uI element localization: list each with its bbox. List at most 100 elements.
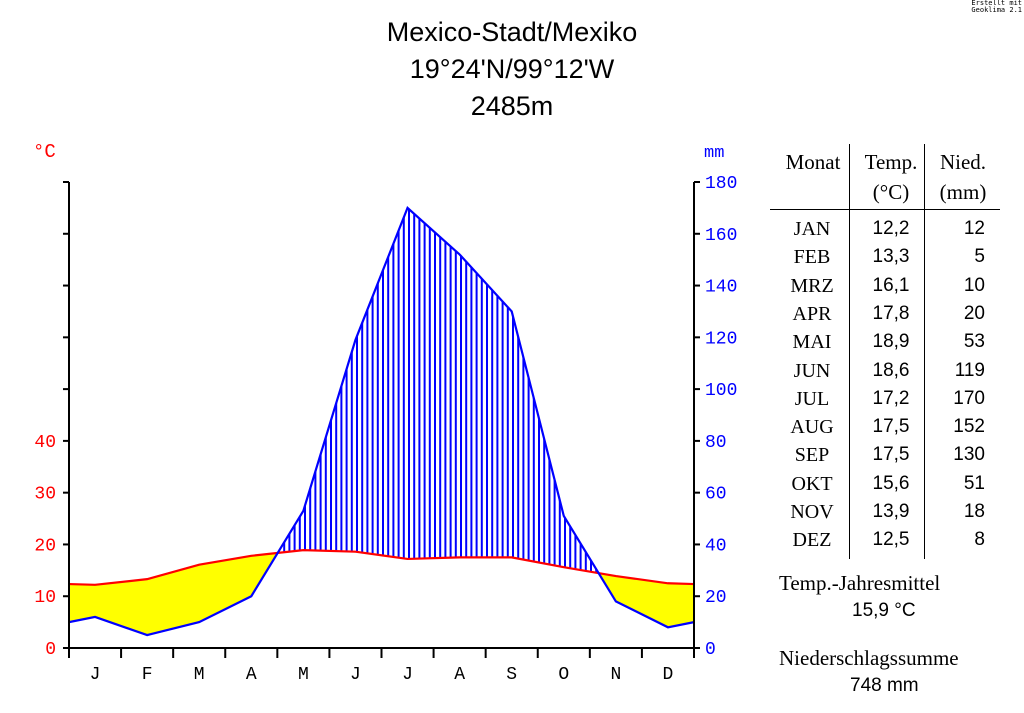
precip-cell: 170: [953, 387, 985, 409]
credit-note: Erstellt mit Geoklima 2.1: [942, 0, 1022, 14]
table-row: AUG 17,5 152: [770, 416, 1010, 444]
header-precip-unit: (mm): [939, 180, 987, 204]
x-tick-label: S: [506, 665, 517, 685]
right-tick-label: 100: [705, 381, 737, 401]
x-tick-label: J: [90, 665, 101, 685]
month-cell: JAN: [793, 218, 831, 240]
table-row: OKT 15,6 51: [770, 473, 1010, 501]
month-cell: AUG: [790, 416, 834, 439]
left-axis-unit: °C: [33, 141, 56, 163]
credit-line: Erstellt mit: [971, 0, 1022, 7]
x-tick-label: M: [194, 665, 205, 685]
temp-cell: 17,8: [872, 302, 910, 324]
precip-cell: 12: [963, 218, 985, 239]
x-tick-label: D: [663, 665, 674, 685]
month-cell: OKT: [791, 472, 833, 495]
month-cell: DEZ: [792, 529, 832, 552]
precip-cell: 5: [974, 246, 985, 268]
x-tick-label: A: [454, 665, 465, 685]
climate-chart: 0 10 20 30 40 0 20 40 60 80 100 120 140 160 180 J F M A M J J…: [33, 141, 737, 685]
left-tick-label: 20: [34, 536, 56, 556]
month-cell: SEP: [794, 444, 830, 467]
left-tick-label: 10: [34, 588, 56, 608]
precip-cell: 119: [954, 359, 985, 381]
month-cell: APR: [792, 302, 832, 325]
table-row: NOV 13,9 18: [770, 501, 1010, 529]
chart-titles: Mexico-Stadt/Mexiko 19°24'N/99°12'W 2485…: [312, 14, 712, 125]
month-cell: MRZ: [790, 274, 834, 297]
month-cell: NOV: [790, 501, 834, 523]
precip-cell: 20: [963, 302, 985, 324]
series-lines: [68, 206, 695, 637]
month-cell: MAI: [792, 331, 832, 354]
header-temp-unit: (°C): [872, 180, 910, 204]
table-row: JUN 18,6 119: [770, 360, 1010, 388]
temp-cell: 17,5: [872, 416, 910, 438]
table-row: SEP 17,5 130: [770, 444, 1010, 472]
left-tick-label: 0: [45, 640, 56, 660]
precip-cell: 8: [974, 529, 985, 551]
table-row: MAI 18,9 53: [770, 331, 1010, 359]
left-tick-label: 40: [34, 433, 56, 453]
x-tick-label: M: [298, 665, 309, 685]
right-tick-label: 40: [705, 536, 727, 556]
station-coordinates: 19°24'N/99°12'W: [409, 54, 615, 84]
temp-cell: 12,2: [872, 218, 910, 239]
month-cell: JUN: [793, 359, 831, 382]
temp-cell: 15,6: [872, 472, 910, 494]
temp-cell: 18,9: [872, 331, 910, 353]
month-cell: FEB: [793, 246, 831, 269]
right-tick-label: 0: [705, 640, 716, 660]
annual-temp-value: 15,9 °C: [852, 600, 916, 621]
temp-cell: 18,6: [872, 359, 910, 381]
table-divider: [924, 144, 925, 559]
annual-temp-label: Temp.-Jahresmittel: [779, 571, 941, 595]
annual-precip-label: Niederschlagssumme: [779, 646, 959, 670]
credit-line: Geoklima 2.1: [971, 6, 1022, 14]
left-tick-label: 30: [34, 485, 56, 505]
right-tick-label: 120: [705, 329, 737, 349]
station-title: Mexico-Stadt/Mexiko: [386, 17, 638, 47]
precip-cell: 53: [963, 331, 985, 353]
x-tick-label: J: [350, 665, 361, 685]
table-row: MRZ 16,1 10: [770, 275, 1010, 303]
right-tick-label: 20: [705, 588, 727, 608]
axes: 0 10 20 30 40 0 20 40 60 80 100 120 140 160 180 J F M A M J J…: [34, 174, 737, 685]
temp-cell: 13,3: [872, 246, 910, 268]
month-cell: JUL: [794, 387, 830, 410]
precipitation-line: [68, 206, 695, 637]
right-tick-label: 80: [705, 433, 727, 453]
right-tick-label: 160: [705, 226, 737, 246]
x-tick-label: J: [402, 665, 413, 685]
header-month: Monat: [785, 150, 841, 174]
temperature-line: [68, 549, 695, 586]
temp-cell: 13,9: [872, 501, 910, 522]
right-axis-unit: mm: [704, 144, 724, 163]
table-row: JUL 17,2 170: [770, 388, 1010, 416]
temp-cell: 17,2: [872, 387, 910, 409]
x-tick-label: O: [558, 665, 569, 685]
humid-area: [69, 207, 694, 636]
table-header-rule: [770, 209, 1000, 210]
x-tick-label: A: [246, 665, 257, 685]
right-tick-label: 60: [705, 485, 727, 505]
table-row: FEB 13,3 5: [770, 246, 1010, 274]
station-elevation: 2485m: [470, 91, 554, 121]
annual-precip-value: 748 mm: [850, 675, 919, 696]
precip-cell: 18: [963, 501, 985, 522]
temp-cell: 12,5: [872, 529, 910, 551]
table-row: APR 17,8 20: [770, 303, 1010, 331]
precip-cell: 10: [963, 274, 985, 296]
table-row: JAN 12,2 12: [770, 218, 1010, 246]
x-tick-label: N: [610, 665, 621, 685]
right-tick-label: 140: [705, 278, 737, 298]
temp-cell: 17,5: [872, 444, 910, 466]
header-temp: Temp.: [864, 150, 918, 174]
table-divider: [849, 144, 850, 559]
precip-cell: 51: [963, 472, 985, 494]
table-row: DEZ 12,5 8: [770, 529, 1010, 557]
precip-cell: 130: [953, 444, 985, 466]
x-tick-label: F: [142, 665, 153, 685]
temp-cell: 16,1: [872, 274, 910, 296]
header-precip: Nied.: [939, 150, 987, 174]
